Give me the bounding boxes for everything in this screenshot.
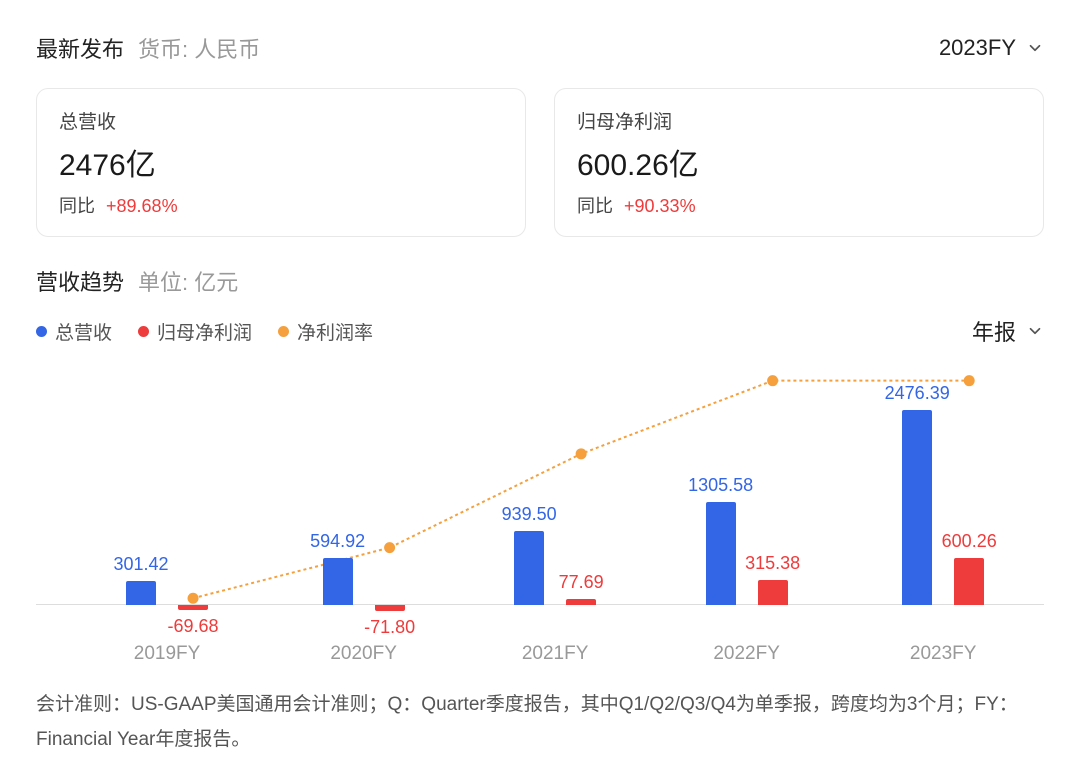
- margin-point: [188, 593, 199, 604]
- trend-unit: 单位: 亿元: [138, 265, 238, 297]
- profit-card: 归母净利润 600.26亿 同比 +90.33%: [554, 88, 1044, 237]
- chevron-down-icon: [1026, 322, 1044, 340]
- revenue-label: 939.50: [502, 504, 557, 525]
- revenue-bar: [126, 581, 156, 605]
- trend-header: 营收趋势 单位: 亿元: [36, 265, 1044, 297]
- x-axis-label: 2022FY: [713, 643, 780, 665]
- revenue-bar: [706, 502, 736, 605]
- legend-row: 总营收 归母净利润 净利润率 年报: [36, 315, 1044, 347]
- profit-label: 77.69: [559, 572, 604, 593]
- revenue-bar: [514, 531, 544, 605]
- header-title-group: 最新发布 货币: 人民币: [36, 32, 260, 64]
- margin-point: [576, 448, 587, 459]
- margin-line-path: [193, 381, 969, 599]
- summary-cards: 总营收 2476亿 同比 +89.68% 归母净利润 600.26亿 同比 +9…: [36, 88, 1044, 237]
- revenue-label: 301.42: [114, 554, 169, 575]
- yoy-label: 同比: [59, 196, 95, 216]
- period-selector-value: 2023FY: [939, 35, 1016, 61]
- accounting-footnote: 会计准则：US-GAAP美国通用会计准则；Q：Quarter季度报告，其中Q1/…: [36, 687, 1044, 757]
- card-label: 归母净利润: [577, 107, 1021, 134]
- legend-dot: [278, 326, 289, 337]
- legend-items: 总营收 归母净利润 净利润率: [36, 318, 373, 345]
- revenue-trend-chart: 301.42 -69.68 2019FY 594.92 -71.80 2020FY 939.…: [36, 365, 1044, 665]
- section-title: 最新发布: [36, 32, 124, 64]
- profit-bar: [178, 605, 208, 610]
- legend-dot: [36, 326, 47, 337]
- x-axis-label: 2020FY: [330, 643, 397, 665]
- revenue-label: 1305.58: [688, 475, 753, 496]
- profit-label: -69.68: [168, 616, 219, 637]
- report-type-value: 年报: [972, 315, 1016, 347]
- legend-item: 总营收: [36, 318, 112, 345]
- card-yoy: 同比 +89.68%: [59, 192, 503, 218]
- latest-release-header: 最新发布 货币: 人民币 2023FY: [36, 32, 1044, 64]
- legend-dot: [138, 326, 149, 337]
- profit-label: 600.26: [942, 531, 997, 552]
- margin-point: [964, 375, 975, 386]
- trend-title: 营收趋势: [36, 265, 124, 297]
- profit-bar: [375, 605, 405, 611]
- legend-label: 总营收: [55, 318, 112, 345]
- x-axis-label: 2023FY: [910, 643, 977, 665]
- card-label: 总营收: [59, 107, 503, 134]
- revenue-bar: [902, 410, 932, 605]
- period-selector[interactable]: 2023FY: [939, 35, 1044, 61]
- profit-bar: [566, 599, 596, 605]
- legend-label: 归母净利润: [157, 318, 252, 345]
- profit-bar: [758, 580, 788, 605]
- card-yoy: 同比 +90.33%: [577, 192, 1021, 218]
- currency-label: 货币: 人民币: [138, 32, 260, 64]
- x-axis-label: 2019FY: [134, 643, 201, 665]
- margin-point: [384, 542, 395, 553]
- profit-label: -71.80: [364, 617, 415, 638]
- legend-label: 净利润率: [297, 318, 373, 345]
- revenue-card: 总营收 2476亿 同比 +89.68%: [36, 88, 526, 237]
- legend-item: 净利润率: [278, 318, 373, 345]
- card-value: 600.26亿: [577, 140, 1021, 184]
- yoy-delta: +89.68%: [106, 196, 178, 216]
- profit-label: 315.38: [745, 553, 800, 574]
- yoy-delta: +90.33%: [624, 196, 696, 216]
- report-type-selector[interactable]: 年报: [972, 315, 1044, 347]
- yoy-label: 同比: [577, 196, 613, 216]
- revenue-label: 2476.39: [885, 383, 950, 404]
- card-value: 2476亿: [59, 140, 503, 184]
- revenue-bar: [323, 558, 353, 605]
- chevron-down-icon: [1026, 39, 1044, 57]
- legend-item: 归母净利润: [138, 318, 252, 345]
- x-axis-label: 2021FY: [522, 643, 589, 665]
- margin-point: [767, 375, 778, 386]
- profit-bar: [954, 558, 984, 605]
- revenue-label: 594.92: [310, 531, 365, 552]
